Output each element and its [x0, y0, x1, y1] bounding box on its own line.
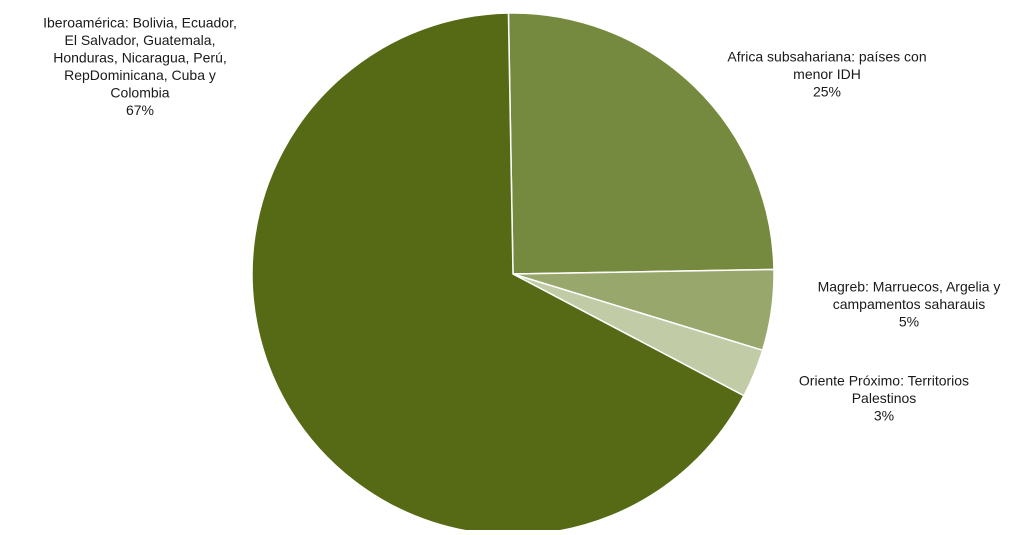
- slice-category-label: menor IDH: [793, 66, 861, 82]
- slice-category-label: campamentos saharauis: [833, 296, 986, 312]
- slice-value-label: 5%: [899, 314, 919, 330]
- pie-slice-4: [251, 12, 745, 535]
- slice-category-label: RepDominicana, Cuba y: [64, 67, 216, 83]
- slice-category-label: Africa subsahariana: países con: [727, 49, 926, 65]
- slice-category-label: Honduras, Nicaragua, Perú,: [53, 50, 227, 66]
- pie-slices: [251, 12, 775, 535]
- slice-category-label: Iberoamérica: Bolivia, Ecuador,: [43, 15, 237, 31]
- slice-value-label: 25%: [813, 84, 841, 100]
- slice-value-label: 3%: [874, 408, 894, 424]
- slice-category-label: El Salvador, Guatemala,: [65, 32, 216, 48]
- slice-category-label: Palestinos: [852, 390, 917, 406]
- slice-category-label: Magreb: Marruecos, Argelia y: [818, 279, 1001, 295]
- slice-category-label: Colombia: [110, 85, 169, 101]
- pie-slice-1: [507, 12, 775, 275]
- slice-label-4: Iberoamérica: Bolivia, Ecuador,El Salvad…: [43, 15, 237, 119]
- slice-label-2: Magreb: Marruecos, Argelia ycampamentos …: [818, 279, 1001, 330]
- slice-category-label: Oriente Próximo: Territorios: [799, 373, 969, 389]
- slice-value-label: 67%: [126, 102, 154, 118]
